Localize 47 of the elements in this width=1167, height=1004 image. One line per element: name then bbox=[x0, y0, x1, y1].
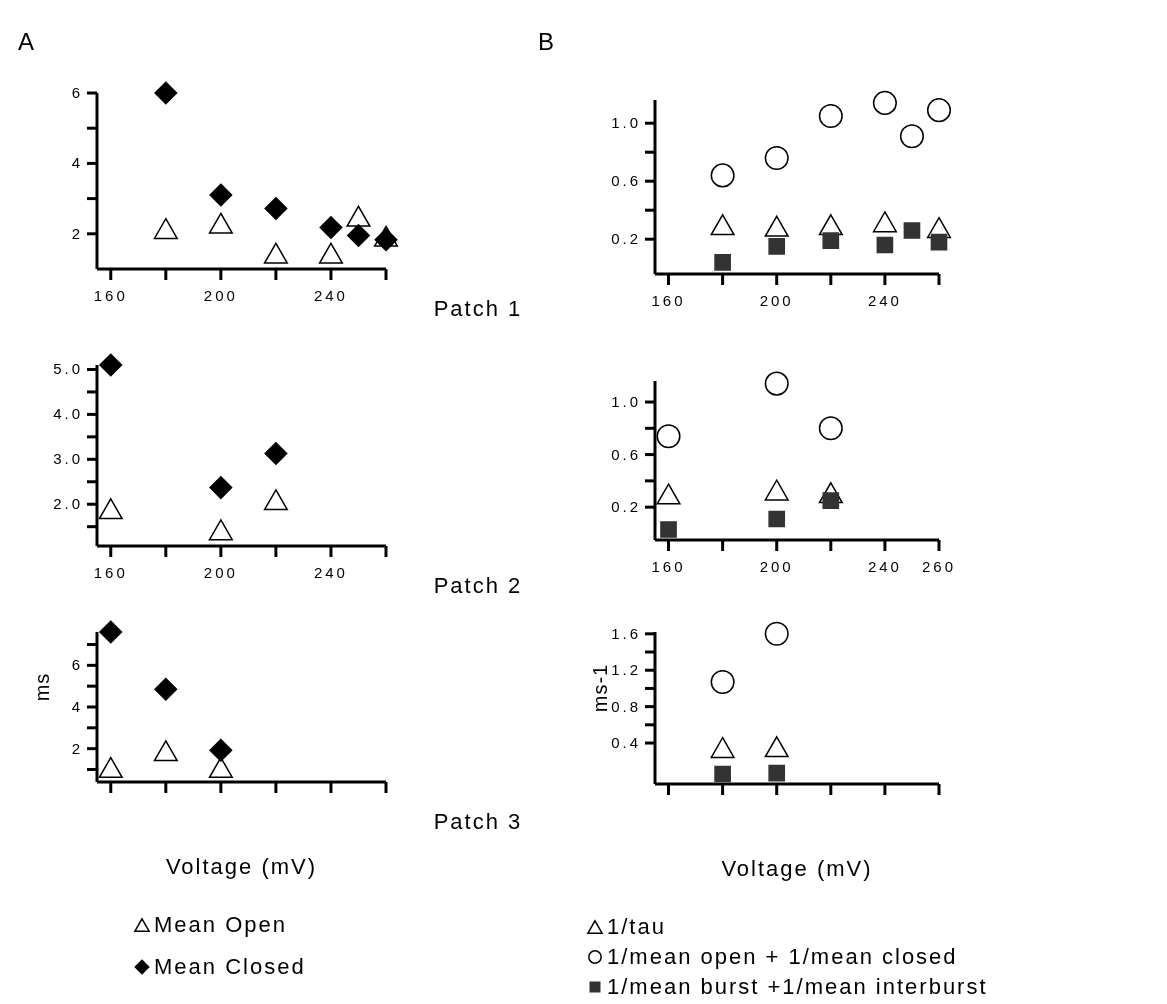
y-tick-label: 0.4 bbox=[611, 734, 641, 752]
y-tick-label: 4 bbox=[71, 698, 83, 715]
x-axis-title: Voltage (mV) bbox=[165, 854, 318, 879]
y-tick-label: 0.2 bbox=[611, 498, 641, 516]
y-tick-label: 6 bbox=[71, 656, 83, 674]
y-tick-label: 0.2 bbox=[611, 230, 641, 248]
x-tick-label: 240 bbox=[313, 564, 348, 581]
text: Patch 3 bbox=[433, 809, 523, 834]
text: Patch 1 bbox=[433, 296, 523, 321]
y-axis-title: ms-1 bbox=[589, 663, 611, 713]
x-tick-label: 160 bbox=[651, 558, 686, 575]
x-tick-label: 160 bbox=[651, 292, 686, 309]
x-axis-title: Voltage (mV) bbox=[721, 856, 873, 881]
y-tick-label: 6 bbox=[71, 84, 83, 101]
x-tick-label: 260 bbox=[921, 558, 957, 575]
text: Patch 2 bbox=[433, 573, 523, 598]
x-tick-label: 240 bbox=[867, 558, 902, 575]
legend-label: 1/mean open + 1/mean closed bbox=[607, 944, 958, 969]
y-tick-label: 0.8 bbox=[611, 697, 641, 715]
x-tick-label: 200 bbox=[759, 558, 794, 575]
y-tick-label: 2 bbox=[71, 224, 83, 242]
y-tick-label: 4 bbox=[71, 154, 83, 172]
y-tick-label: 2 bbox=[71, 739, 83, 757]
y-tick-label: 1.6 bbox=[611, 624, 641, 642]
legend-label: Mean Open bbox=[154, 912, 287, 937]
x-tick-label: 200 bbox=[759, 292, 794, 309]
y-tick-label: 5.0 bbox=[53, 360, 83, 378]
x-tick-label: 160 bbox=[93, 564, 128, 581]
legend-label: 1/tau bbox=[607, 914, 666, 939]
legend-label: 1/mean burst +1/mean interburst bbox=[607, 974, 988, 999]
y-tick-label: 1.0 bbox=[611, 393, 641, 411]
x-tick-label: 200 bbox=[203, 287, 238, 304]
y-tick-label: 0.6 bbox=[611, 172, 641, 190]
x-tick-label: 160 bbox=[93, 287, 128, 304]
chart-title: B bbox=[538, 28, 555, 55]
y-tick-label: 4.0 bbox=[53, 405, 83, 423]
y-tick-label: 3.0 bbox=[53, 450, 83, 468]
legend-label: Mean Closed bbox=[154, 954, 306, 979]
chart-title: A bbox=[18, 28, 35, 55]
y-tick-label: 1.0 bbox=[611, 114, 641, 132]
y-tick-label: 0.6 bbox=[611, 445, 641, 463]
x-tick-label: 240 bbox=[867, 292, 902, 309]
x-tick-label: 240 bbox=[313, 287, 348, 304]
x-tick-label: 200 bbox=[203, 564, 238, 581]
y-tick-label: 1.2 bbox=[611, 661, 641, 679]
y-tick-label: 2.0 bbox=[53, 495, 83, 513]
y-axis-title: ms bbox=[31, 672, 53, 702]
